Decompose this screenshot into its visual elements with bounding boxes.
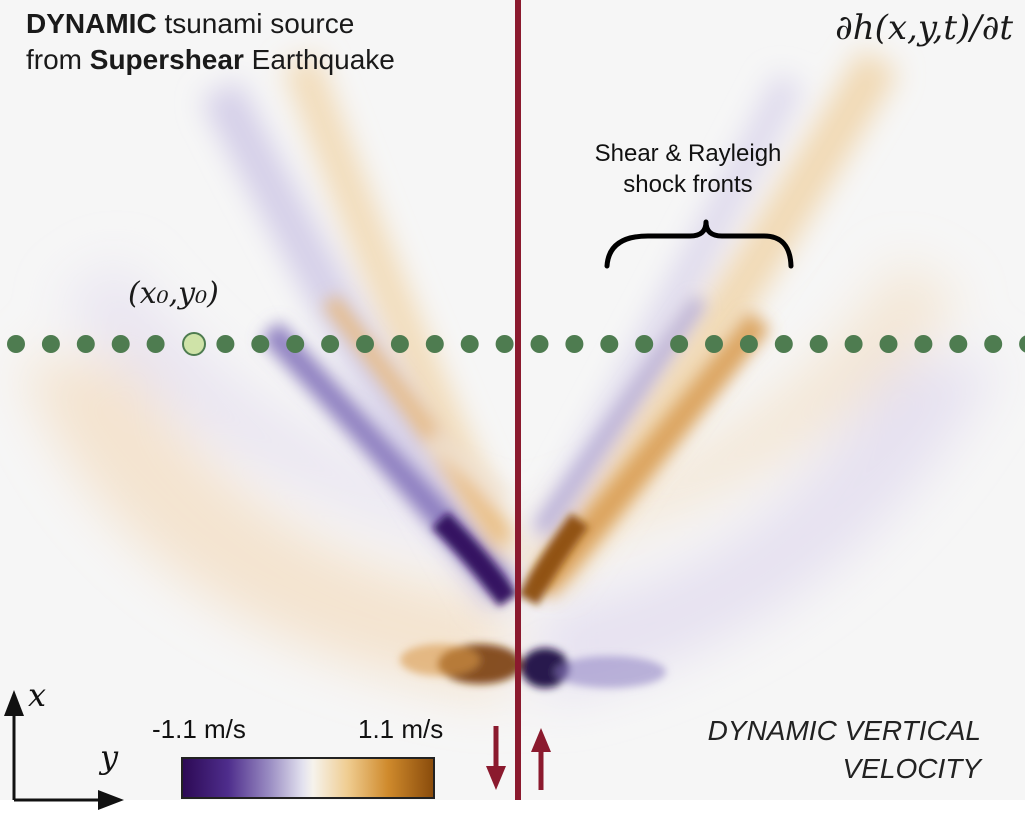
shock-label-line-1: Shear & Rayleigh bbox=[594, 140, 782, 167]
profile-dot bbox=[495, 335, 514, 353]
title-text-2b: Earthquake bbox=[243, 44, 395, 75]
profile-dot bbox=[356, 335, 374, 353]
profile-dot bbox=[111, 335, 130, 353]
coordinate-axes bbox=[4, 690, 124, 810]
title-line-1: DYNAMIC tsunami source bbox=[26, 10, 354, 38]
profile-dot bbox=[565, 335, 584, 353]
profile-dot bbox=[949, 335, 968, 353]
highlighted-point bbox=[182, 332, 206, 356]
equation-label: ∂h(x,y,t)/∂t bbox=[835, 8, 1013, 48]
profile-dot bbox=[600, 335, 619, 353]
profile-dot bbox=[41, 335, 60, 353]
slip-arrow-up bbox=[531, 728, 551, 790]
legend-line-1: DYNAMIC VERTICAL bbox=[707, 715, 981, 746]
slip-arrow-down bbox=[486, 726, 506, 790]
profile-dot bbox=[739, 335, 758, 353]
profile-dot bbox=[844, 335, 863, 353]
profile-dot bbox=[460, 335, 479, 353]
profile-dot bbox=[670, 335, 689, 353]
title-text-1: tsunami source bbox=[156, 8, 355, 39]
profile-dot bbox=[146, 335, 165, 353]
profile-dot bbox=[1019, 335, 1025, 353]
title-text-2a: from bbox=[26, 44, 90, 75]
axis-x-label: x bbox=[28, 676, 47, 714]
profile-dot bbox=[809, 335, 828, 353]
title-line-2: from Supershear Earthquake bbox=[26, 46, 395, 74]
profile-dots bbox=[7, 335, 1025, 353]
profile-dot bbox=[425, 335, 444, 353]
profile-dot bbox=[216, 335, 235, 353]
curly-brace bbox=[604, 219, 794, 269]
shock-label-line-2: shock fronts bbox=[623, 171, 753, 198]
profile-dot bbox=[914, 335, 933, 353]
background-wash bbox=[20, 260, 1000, 700]
profile-dot bbox=[530, 335, 549, 353]
colorbar-min-label: -1.1 m/s bbox=[152, 714, 246, 744]
profile-dot bbox=[635, 335, 654, 353]
profile-dot bbox=[7, 335, 25, 353]
profile-dot bbox=[984, 335, 1003, 353]
velocity-legend: DYNAMIC VERTICAL VELOCITY bbox=[708, 712, 981, 788]
shock-cores bbox=[400, 512, 666, 688]
profile-dot bbox=[774, 335, 793, 353]
point-label: (x₀,y₀) bbox=[128, 276, 219, 311]
profile-dot bbox=[390, 335, 409, 353]
profile-dot bbox=[76, 335, 95, 353]
bottom-margin bbox=[0, 800, 1025, 818]
profile-dot bbox=[321, 335, 340, 353]
profile-dot bbox=[251, 335, 270, 353]
title-bold-supershear: Supershear bbox=[89, 44, 244, 75]
profile-dot bbox=[879, 335, 898, 353]
shock-fronts-label: Shear & Rayleigh shock fronts bbox=[548, 138, 828, 200]
profile-dot bbox=[705, 335, 723, 353]
axis-y-label: y bbox=[100, 738, 119, 776]
colorbar-max-label: 1.1 m/s bbox=[358, 714, 444, 744]
colorbar bbox=[181, 757, 435, 799]
profile-dot bbox=[286, 335, 305, 353]
title-bold-dynamic: DYNAMIC bbox=[26, 8, 157, 39]
legend-line-2: VELOCITY bbox=[842, 753, 981, 784]
